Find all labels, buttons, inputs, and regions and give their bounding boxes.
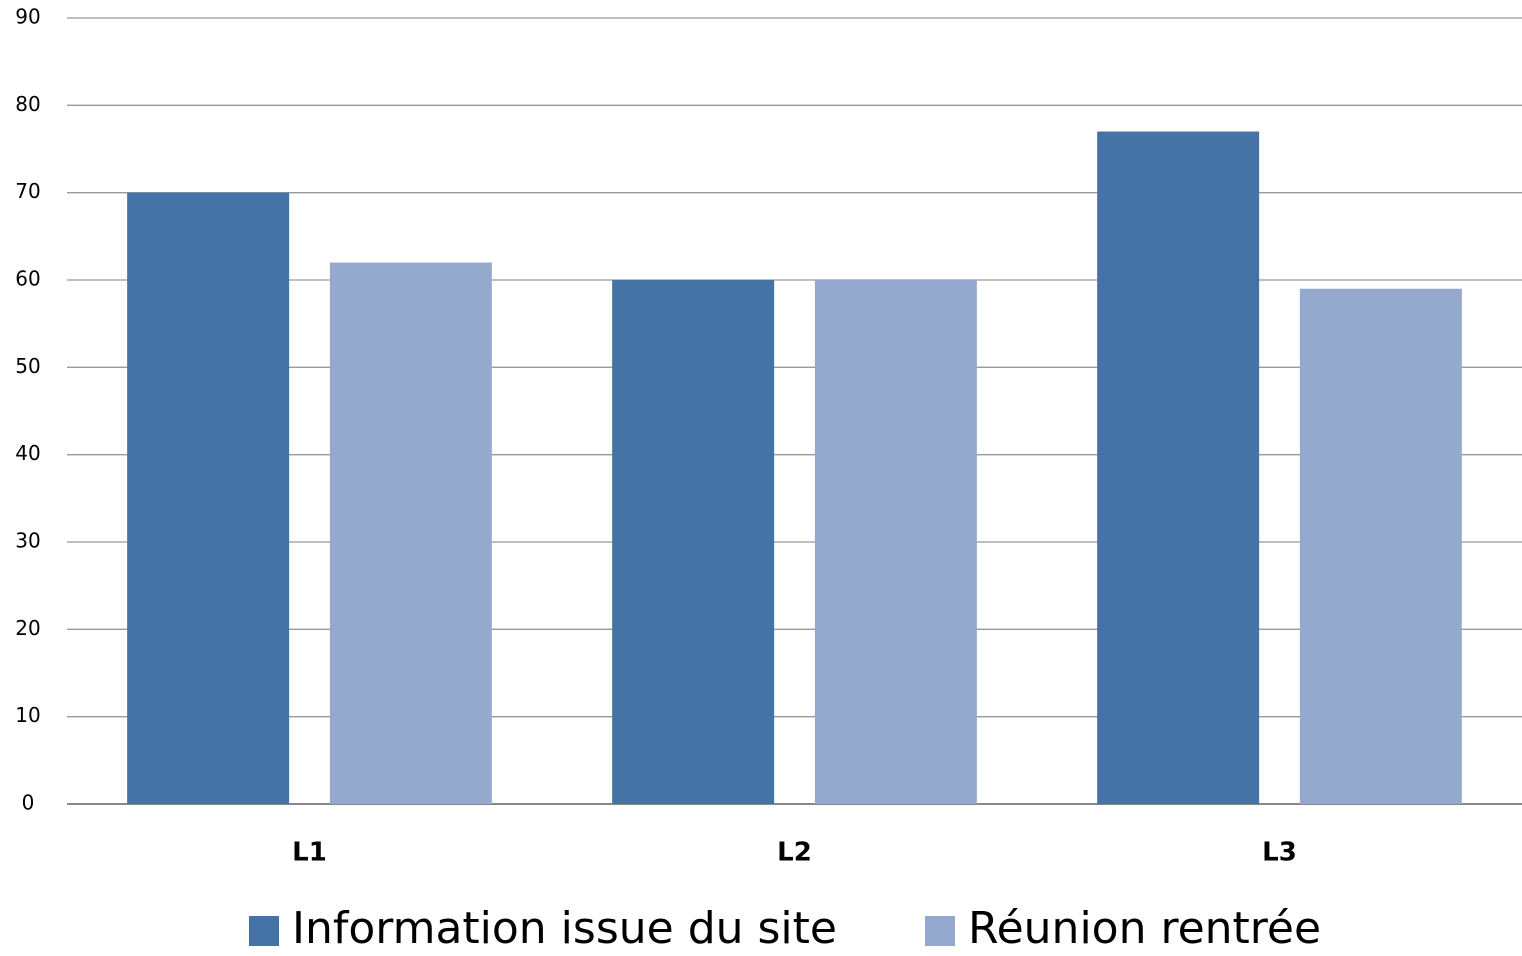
bar xyxy=(814,280,977,804)
legend-label: Réunion rentrée xyxy=(968,903,1321,952)
bar xyxy=(1299,288,1462,804)
x-tick-label: L1 xyxy=(292,838,327,868)
x-tick-label: L3 xyxy=(1262,838,1297,868)
legend-swatch xyxy=(925,916,955,946)
legend-label: Information issue du site xyxy=(292,903,837,952)
y-tick-label: 0 xyxy=(22,791,35,815)
y-tick-label: 10 xyxy=(15,703,40,727)
bar xyxy=(612,280,775,804)
y-tick-label: 60 xyxy=(15,267,40,291)
y-tick-label: 20 xyxy=(15,616,40,640)
y-tick-label: 40 xyxy=(15,441,40,465)
bar xyxy=(1097,131,1260,805)
x-tick-label: L2 xyxy=(777,838,812,868)
legend-swatch xyxy=(249,916,279,946)
y-tick-label: 30 xyxy=(15,529,40,553)
y-tick-label: 70 xyxy=(15,179,40,203)
y-tick-label: 90 xyxy=(15,5,40,29)
y-tick-label: 50 xyxy=(15,354,40,378)
bar xyxy=(127,192,290,804)
y-tick-label: 80 xyxy=(15,92,40,116)
bar xyxy=(329,262,492,804)
